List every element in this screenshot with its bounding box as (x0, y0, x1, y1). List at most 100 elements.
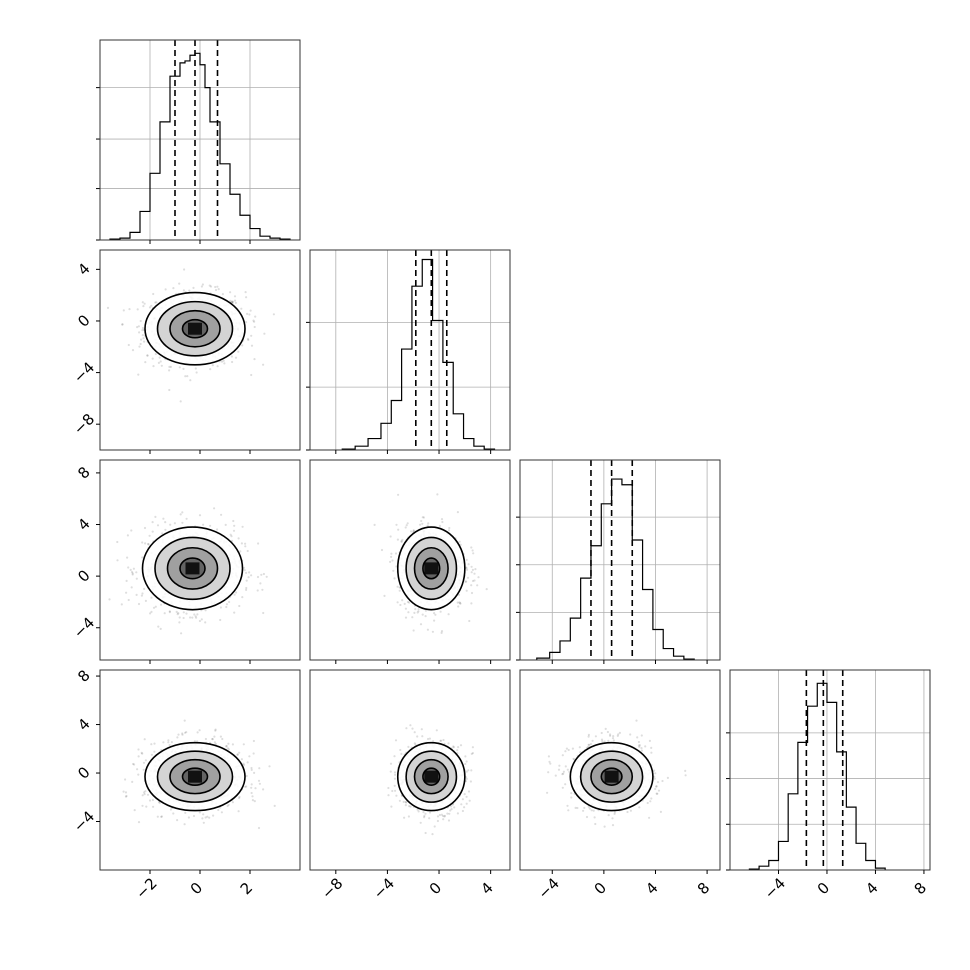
scatter-point (172, 812, 175, 815)
scatter-point (405, 727, 408, 730)
scatter-point (153, 742, 156, 745)
scatter-point (629, 809, 633, 812)
scatter-point (126, 534, 129, 537)
scatter-point (398, 589, 401, 592)
scatter-point (424, 831, 427, 835)
scatter-point (183, 268, 186, 271)
scatter-point (448, 812, 451, 815)
scatter-point (246, 312, 249, 315)
scatter-point (587, 743, 590, 747)
scatter-point (124, 791, 128, 794)
scatter-point (226, 804, 229, 808)
scatter-point (250, 334, 253, 337)
scatter-point (141, 556, 144, 559)
scatter-point (470, 571, 473, 574)
scatter-point (262, 788, 265, 791)
scatter-point (637, 744, 641, 747)
scatter-point (251, 799, 254, 802)
scatter-point (131, 573, 134, 576)
scatter-point (193, 740, 196, 743)
scatter-point (416, 808, 419, 811)
density-core-1-2 (424, 562, 439, 575)
scatter-point (594, 822, 597, 826)
scatter-point (265, 575, 268, 578)
scatter-point (237, 350, 240, 353)
scatter-point (231, 300, 234, 303)
scatter-point (148, 534, 151, 537)
scatter-point (141, 592, 144, 595)
scatter-point (154, 301, 157, 304)
scatter-point (142, 305, 145, 308)
scatter-point (160, 815, 163, 818)
scatter-point (213, 507, 216, 510)
scatter-point (163, 612, 166, 615)
scatter-point (241, 596, 244, 599)
scatter-point (246, 761, 249, 764)
scatter-point (273, 804, 276, 808)
scatter-point (220, 360, 224, 363)
contour-0-3-2 (169, 758, 221, 795)
scatter-point (256, 575, 260, 579)
scatter-point (548, 760, 551, 763)
scatter-point (635, 719, 638, 722)
scatter-point (477, 576, 480, 579)
scatter-point (159, 360, 162, 363)
scatter-point (389, 770, 392, 773)
scatter-point (450, 805, 453, 808)
scatter-point (116, 559, 119, 562)
scatter-point (150, 610, 153, 614)
scatter-point (422, 811, 425, 814)
scatter-point (141, 541, 144, 544)
scatter-point (219, 606, 222, 609)
scatter-point (206, 815, 209, 818)
scatter-point (231, 801, 234, 804)
scatter-point (137, 325, 140, 328)
scatter-point (216, 528, 219, 531)
histogram-2 (536, 478, 695, 660)
contour-1-3-1 (405, 750, 458, 803)
scatter-point (225, 605, 228, 609)
scatter-point (567, 748, 570, 752)
pair-panel-0-3 (96, 669, 301, 874)
scatter-point (245, 785, 248, 788)
contour-1-3-3 (422, 767, 441, 786)
scatter-point (412, 529, 415, 533)
scatter-point (150, 753, 153, 756)
scatter-point (253, 800, 256, 803)
scatter-point (471, 752, 474, 755)
scatter-point (383, 594, 386, 598)
contour-0-3-1 (156, 750, 234, 803)
scatter-point (246, 337, 250, 340)
scatter-point (223, 362, 226, 365)
pair-panel-1-3 (309, 669, 511, 874)
scatter-point (137, 773, 140, 776)
scatter-point (554, 774, 557, 777)
scatter-point (470, 602, 473, 605)
scatter-point (177, 733, 180, 736)
scatter-point (461, 809, 464, 813)
scatter-point (162, 517, 165, 520)
scatter-point (167, 741, 170, 744)
scatter-point (137, 602, 141, 606)
scatter-point (666, 776, 670, 780)
scatter-point (439, 610, 442, 613)
scatter-point (139, 319, 142, 323)
contour-0-2-3 (179, 557, 206, 580)
scatter-point (164, 288, 167, 291)
scatter-point (422, 516, 425, 519)
scatter-point (182, 289, 185, 292)
scatter-point (249, 309, 252, 312)
scatter-point (413, 731, 416, 734)
density-core-0-2 (185, 562, 200, 575)
scatter-point (160, 603, 163, 606)
scatter-point (394, 739, 398, 742)
scatter-point (158, 801, 161, 805)
scatter-point (253, 320, 256, 323)
pair-panel-1-2 (309, 459, 511, 664)
scatter-point (245, 321, 248, 324)
scatter-point (175, 610, 178, 614)
scatter-point (219, 735, 222, 738)
scatter-point (204, 621, 207, 624)
scatter-point (442, 818, 445, 821)
scatter-point (561, 773, 564, 776)
